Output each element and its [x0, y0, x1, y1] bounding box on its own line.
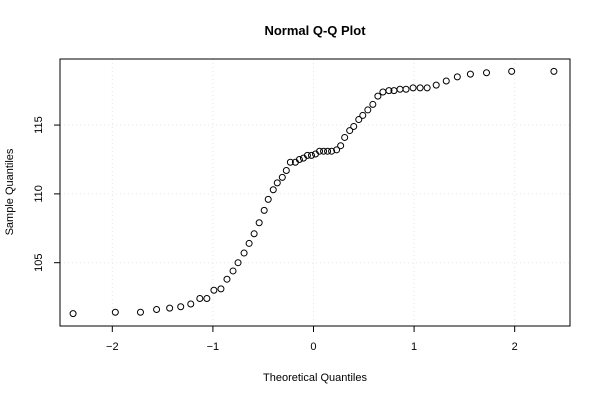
data-point: [264, 195, 272, 203]
plot-gridlines: [60, 59, 570, 326]
data-point: [111, 308, 119, 316]
data-point: [409, 84, 417, 92]
data-point: [379, 88, 387, 96]
data-point: [396, 85, 404, 93]
data-point: [333, 146, 341, 154]
data-point: [442, 77, 450, 85]
data-point: [483, 69, 491, 77]
data-point: [337, 142, 345, 150]
data-point: [203, 294, 211, 302]
y-tick-label: 105: [33, 254, 45, 272]
data-point: [273, 179, 281, 187]
data-point: [166, 304, 174, 312]
data-point: [423, 84, 431, 92]
data-point: [196, 294, 204, 302]
data-point: [432, 81, 440, 89]
data-point: [374, 92, 382, 100]
data-point: [136, 308, 144, 316]
data-point: [177, 303, 185, 311]
y-tick-label: 110: [33, 185, 45, 203]
data-point: [508, 67, 516, 75]
data-point: [385, 87, 393, 95]
data-point: [324, 147, 332, 155]
data-point: [328, 147, 336, 155]
data-point: [250, 230, 258, 238]
data-point: [245, 239, 253, 247]
data-point: [320, 147, 328, 155]
data-point: [234, 259, 242, 267]
data-point: [240, 249, 248, 257]
data-point: [153, 305, 161, 313]
data-point: [369, 100, 377, 108]
y-axis-label: Sample Quantiles: [4, 148, 16, 235]
data-point: [341, 133, 349, 141]
data-point: [295, 155, 303, 163]
data-point: [278, 173, 286, 181]
data-point: [550, 67, 558, 75]
data-point: [187, 300, 195, 308]
data-point: [210, 286, 218, 294]
data-point: [346, 127, 354, 135]
data-point: [350, 122, 358, 130]
data-point: [69, 310, 77, 318]
data-point: [359, 111, 367, 119]
data-point: [229, 267, 237, 275]
data-point: [255, 219, 263, 227]
plot-frame: [59, 58, 571, 327]
data-point: [282, 166, 290, 174]
y-tick-label: 115: [33, 116, 45, 134]
x-axis: −2 −1 0 1 2: [106, 326, 518, 353]
data-point: [453, 73, 461, 81]
data-point: [303, 151, 311, 159]
data-points: [69, 67, 558, 318]
data-point: [223, 275, 231, 283]
data-point: [286, 158, 294, 166]
data-point: [316, 147, 324, 155]
x-tick-label: −1: [207, 341, 220, 353]
data-point: [260, 206, 268, 214]
data-point: [217, 285, 225, 293]
data-point: [466, 70, 474, 78]
x-tick-label: −2: [106, 341, 119, 353]
x-tick-label: 0: [310, 341, 316, 353]
x-axis-label: Theoretical Quantiles: [263, 372, 367, 384]
x-tick-label: 1: [411, 341, 417, 353]
chart-title: Normal Q-Q Plot: [264, 23, 366, 38]
x-tick-label: 2: [512, 341, 518, 353]
data-point: [269, 186, 277, 194]
data-point: [402, 85, 410, 93]
data-point: [355, 116, 363, 124]
data-point: [307, 151, 315, 159]
data-point: [416, 84, 424, 92]
y-axis: 105 110 115: [33, 116, 60, 272]
data-point: [364, 106, 372, 114]
